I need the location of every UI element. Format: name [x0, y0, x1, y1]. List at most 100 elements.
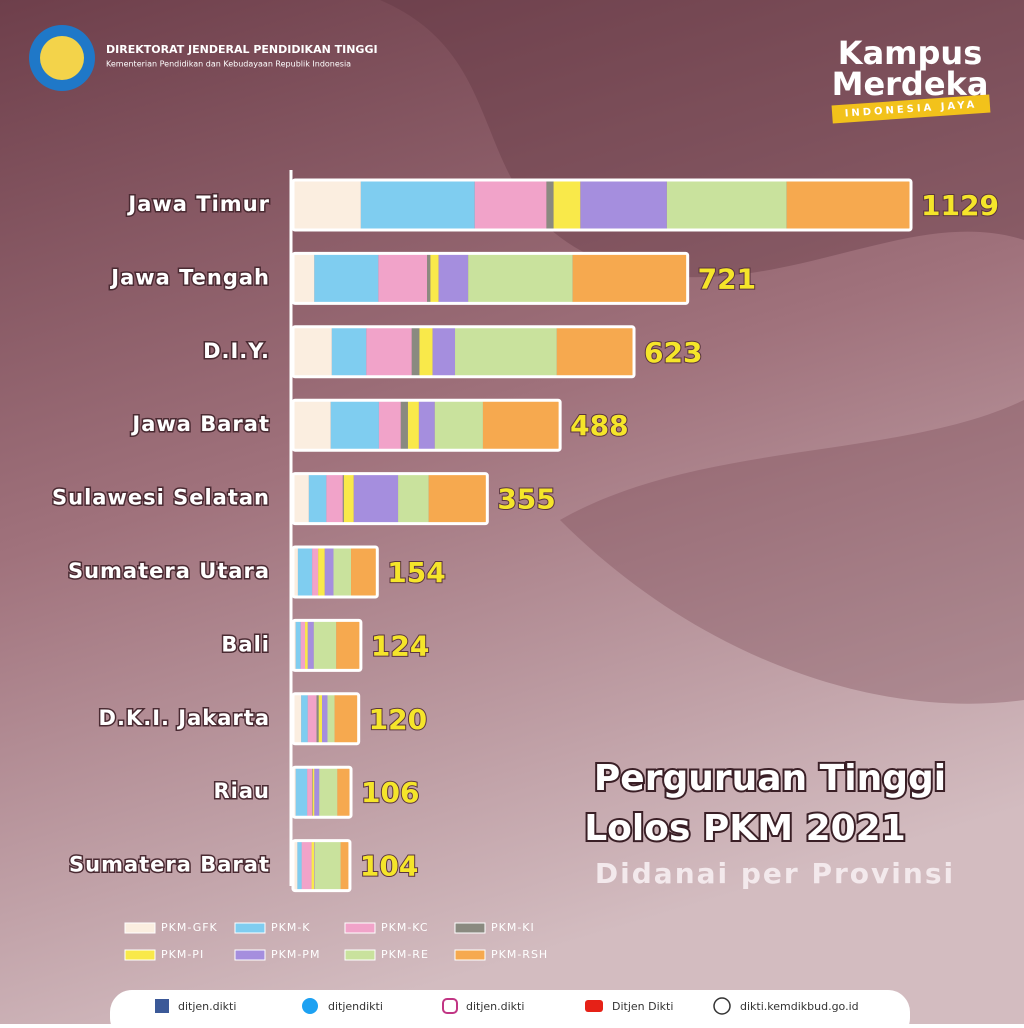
bar-segment [427, 253, 431, 304]
logo-text: Kampus [838, 34, 982, 72]
bar-segment [366, 326, 412, 377]
org-name: DIREKTORAT JENDERAL PENDIDIKAN TINGGI [106, 43, 378, 56]
bar-segment [786, 180, 911, 230]
legend: PKM-GFK PKM-K PKM-KC PKM-KI PKM-PI PKM-PM PKM-… [124, 921, 548, 961]
bar-segment [322, 693, 328, 744]
bar-segment [351, 547, 378, 597]
bar-outline [291, 765, 353, 819]
legend-swatch [454, 922, 486, 934]
bar-outline [291, 178, 913, 232]
bar-segment [546, 180, 554, 230]
bar-segment [318, 547, 325, 597]
category-label: Sulawesi Selatan [52, 486, 270, 510]
youtube-icon [585, 1000, 603, 1012]
bar-segment [301, 693, 308, 744]
bar-segment [430, 253, 439, 304]
chart-subtitle: Didanai per Provinsi [595, 857, 955, 890]
bar-segment [316, 693, 319, 744]
chart-title: Lolos PKM 2021 [584, 808, 906, 849]
bar-segment [556, 326, 635, 377]
bar-segment [314, 840, 315, 891]
total-label: 120 [369, 703, 427, 736]
bar-segment [305, 620, 308, 671]
bar-segment [337, 767, 352, 818]
bar-segment [342, 473, 344, 524]
legend-label: PKM-KC [381, 921, 429, 934]
bar-segment [313, 620, 337, 671]
bar-segment [455, 326, 557, 377]
bar-segment [312, 547, 319, 597]
legend-label: PKM-PM [271, 948, 320, 961]
category-label: D.I.Y. [203, 339, 270, 363]
bar-segment [295, 767, 308, 818]
twitter-icon [302, 998, 318, 1014]
bar-outline [291, 839, 352, 893]
bar-segment [666, 180, 787, 230]
footer-text: ditjendikti [328, 1000, 383, 1013]
bar-segment [360, 180, 475, 230]
bar-segment [434, 400, 483, 451]
bar-segment [438, 253, 469, 304]
category-label: Sumatera Barat [69, 853, 270, 877]
bar-segment [580, 180, 667, 230]
bar-segment [326, 473, 343, 524]
bar-segment [293, 253, 315, 304]
legend-label: PKM-KI [491, 921, 535, 934]
bar-segment [336, 620, 361, 671]
bar-segment [428, 473, 488, 524]
bar-outline [291, 545, 379, 599]
bar-segment [312, 767, 313, 818]
ministry-name: Kementerian Pendidikan dan Kebudayaan Re… [106, 60, 351, 69]
legend-label: PKM-K [271, 921, 311, 934]
bar-segment [312, 767, 315, 818]
bar-outline [291, 472, 489, 526]
bar-segment [324, 547, 334, 597]
bar-segment [293, 693, 302, 744]
legend-swatch [234, 922, 266, 934]
bar-segment [400, 400, 408, 451]
category-label: D.K.I. Jakarta [99, 706, 270, 730]
bar-segment [293, 180, 361, 230]
total-label: 1129 [921, 189, 999, 222]
bar-segment [340, 840, 350, 891]
bar-segment [482, 400, 561, 451]
legend-swatch [344, 949, 376, 961]
bar-segment [307, 693, 317, 744]
chart-title: Perguruan Tinggi [594, 758, 946, 799]
bar-segment [334, 693, 359, 744]
bar-segment [331, 326, 367, 377]
category-label: Jawa Timur [126, 192, 270, 216]
bar-segment [572, 253, 688, 304]
legend-swatch [234, 949, 266, 961]
total-label: 721 [698, 262, 756, 295]
bar-segment [314, 840, 341, 891]
legend-label: PKM-GFK [161, 921, 218, 934]
total-label: 623 [644, 336, 702, 369]
bar-segment [411, 326, 420, 377]
bar-segment [319, 767, 338, 818]
bar-segment [419, 326, 433, 377]
bars: Jawa Timur 1129 Jawa Tengah 721 D.I.Y. 623 Jaw… [51, 178, 1000, 893]
bar-outline [291, 325, 636, 379]
bar-outline [291, 618, 363, 672]
bar-segment [333, 547, 352, 597]
bar-segment [300, 620, 306, 671]
bar-segment [353, 473, 399, 524]
web-icon [713, 997, 731, 1015]
bar-segment [293, 840, 298, 891]
bar-outline [291, 251, 690, 305]
logo-banner [831, 94, 991, 124]
facebook-icon [155, 999, 169, 1013]
bar-segment [318, 693, 323, 744]
bar-segment [327, 693, 335, 744]
total-label: 488 [570, 409, 628, 442]
legend-label: PKM-RSH [491, 948, 548, 961]
bar-segment [297, 840, 302, 891]
category-label: Riau [214, 779, 271, 803]
total-label: 124 [371, 629, 429, 662]
legend-swatch [124, 949, 156, 961]
legend-label: PKM-PI [161, 948, 204, 961]
legend-swatch [344, 922, 376, 934]
